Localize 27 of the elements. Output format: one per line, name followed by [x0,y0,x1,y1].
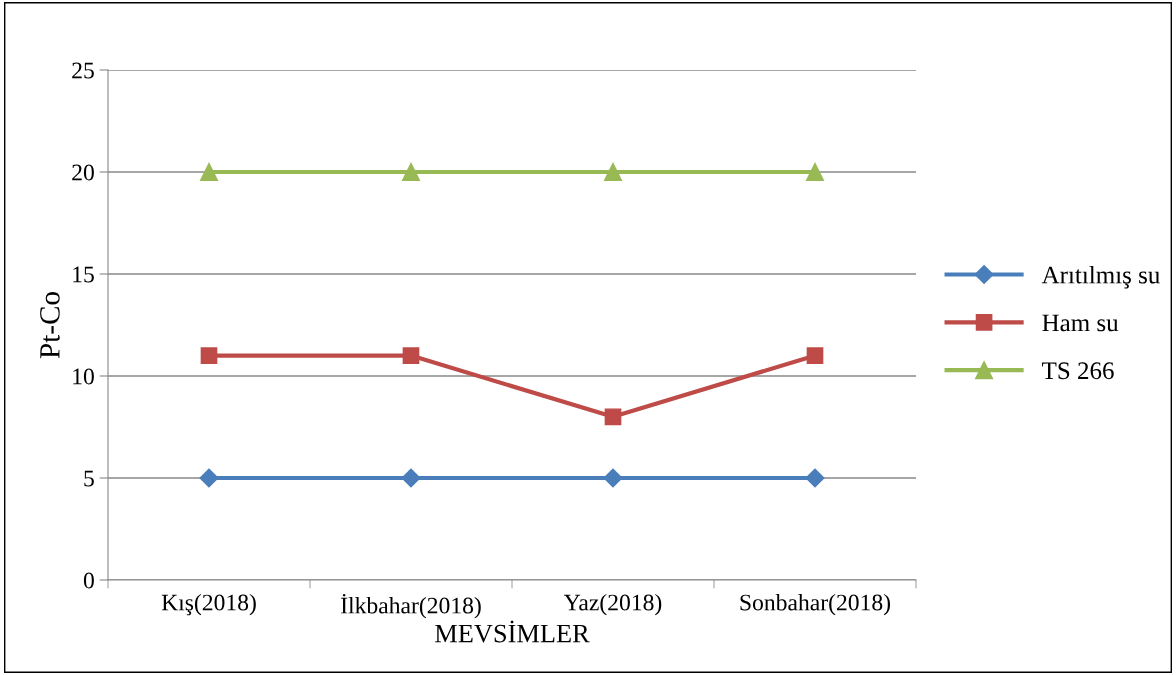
x-axis-title: MEVSİMLER [435,620,590,643]
y-tick-label: 15 [73,266,94,283]
point [805,162,825,182]
point [805,468,825,488]
point [200,347,218,364]
x-tick-label: İlkbahar(2018) [341,593,481,619]
y-axis-title: Pt-Co [40,292,60,359]
y-tick-label: 5 [84,470,94,487]
point [604,408,622,426]
point [806,347,824,364]
y-tick-label: 10 [73,368,94,385]
legend-label: Ham su [1042,314,1119,332]
y-tick-label: 0 [83,572,94,589]
point [401,162,421,182]
legend-label: Arıtılmış su [1041,265,1160,289]
y-tick-label: 25 [72,62,94,79]
y-tick-label: 20 [72,164,94,181]
x-tick-label: Sonbahar(2018) [740,593,891,616]
legend-label: TS 266 [1042,362,1114,380]
x-tick-label: Yaz(2018) [563,593,662,616]
point [199,162,219,182]
x-tick-label: Kış(2018) [161,593,256,616]
point [401,468,421,488]
point [603,468,623,488]
point [402,347,420,364]
point [603,162,623,182]
point [199,468,219,488]
